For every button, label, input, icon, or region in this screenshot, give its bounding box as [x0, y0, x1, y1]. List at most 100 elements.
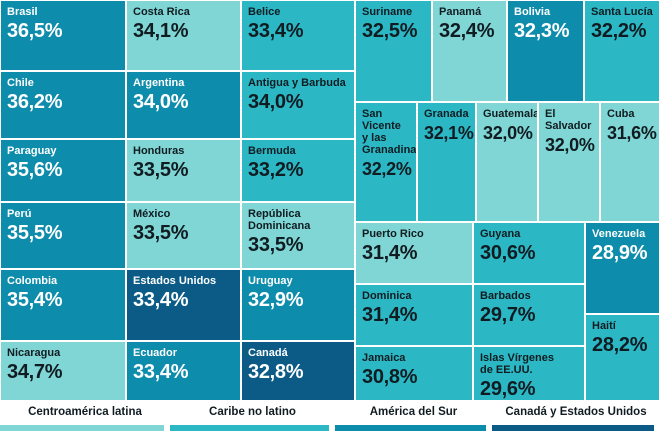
cell-value: 32,5%	[362, 20, 418, 42]
cell-value: 32,0%	[483, 123, 533, 143]
cell-bermuda: Bermuda 33,2%	[241, 139, 355, 202]
cell-value: 33,4%	[133, 289, 189, 311]
cell-label: Belice	[248, 6, 281, 18]
cell-san-vicente-y-las-granadinas: San Vicente y las Granadinas 32,2%	[355, 102, 417, 222]
cell-label: El Salvador	[545, 108, 592, 132]
cell-label: Suriname	[362, 6, 413, 18]
legend-swatch	[0, 425, 164, 431]
cell-value: 36,2%	[7, 91, 63, 113]
cell-granada: Granada 32,1%	[417, 102, 476, 222]
cell-label: Jamaica	[362, 352, 406, 364]
cell-label: Nicaragua	[7, 347, 61, 359]
cell-label: Puerto Rico	[362, 228, 424, 240]
cell-peru: Perú 35,5%	[0, 202, 126, 269]
cell-cuba: Cuba 31,6%	[600, 102, 660, 222]
cell-label: Chile	[7, 77, 34, 89]
cell-value: 28,9%	[592, 242, 648, 264]
cell-value: 34,1%	[133, 20, 189, 42]
legend-item-canada-y-estados-unidos: Canadá y Estados Unidos	[492, 401, 660, 431]
cell-santa-lucia: Santa Lucía 32,2%	[584, 0, 660, 102]
legend: Centroamérica latina Caribe no latino Amér…	[0, 401, 660, 431]
cell-label: Guyana	[480, 228, 521, 240]
cell-value: 34,0%	[133, 91, 189, 113]
cell-value: 29,7%	[480, 304, 536, 326]
cell-value: 28,2%	[592, 334, 648, 356]
cell-label: Honduras	[133, 145, 185, 157]
cell-value: 33,4%	[133, 361, 189, 383]
legend-label: Centroamérica latina	[28, 406, 142, 418]
cell-paraguay: Paraguay 35,6%	[0, 139, 126, 202]
cell-label: Brasil	[7, 6, 38, 18]
cell-value: 31,4%	[362, 242, 418, 264]
legend-item-centroamerica-latina: Centroamérica latina	[0, 401, 170, 431]
cell-label: Islas Vírgenes de EE.UU.	[480, 352, 554, 376]
cell-canada: Canadá 32,8%	[241, 341, 355, 401]
cell-label: Venezuela	[592, 228, 646, 240]
cell-value: 32,0%	[545, 135, 595, 155]
cell-estados-unidos: Estados Unidos 33,4%	[126, 269, 241, 341]
cell-argentina: Argentina 34,0%	[126, 71, 241, 139]
cell-value: 31,4%	[362, 304, 418, 326]
cell-nicaragua: Nicaragua 34,7%	[0, 341, 126, 401]
cell-bolivia: Bolivia 32,3%	[507, 0, 584, 102]
cell-value: 32,2%	[591, 20, 647, 42]
cell-value: 32,4%	[439, 20, 495, 42]
cell-value: 31,6%	[607, 123, 657, 143]
legend-swatch	[335, 425, 486, 431]
cell-label: Guatemala	[483, 108, 538, 120]
cell-republica-dominicana: República Dominicana 33,5%	[241, 202, 355, 269]
cell-label: Barbados	[480, 290, 531, 302]
cell-value: 30,6%	[480, 242, 536, 264]
legend-swatch	[492, 425, 654, 431]
cell-value: 35,4%	[7, 289, 63, 311]
cell-jamaica: Jamaica 30,8%	[355, 346, 473, 401]
cell-guyana: Guyana 30,6%	[473, 222, 585, 284]
cell-el-salvador: El Salvador 32,0%	[538, 102, 600, 222]
cell-panama: Panamá 32,4%	[432, 0, 507, 102]
cell-label: Haití	[592, 320, 616, 332]
cell-barbados: Barbados 29,7%	[473, 284, 585, 346]
cell-chile: Chile 36,2%	[0, 71, 126, 139]
legend-label: Canadá y Estados Unidos	[505, 406, 647, 418]
legend-swatch	[170, 425, 329, 431]
cell-label: Argentina	[133, 77, 185, 89]
cell-puerto-rico: Puerto Rico 31,4%	[355, 222, 473, 284]
cell-value: 33,5%	[133, 159, 189, 181]
cell-honduras: Honduras 33,5%	[126, 139, 241, 202]
cell-ecuador: Ecuador 33,4%	[126, 341, 241, 401]
cell-haiti: Haití 28,2%	[585, 314, 660, 401]
cell-value: 33,5%	[133, 222, 189, 244]
legend-item-america-del-sur: América del Sur	[335, 401, 492, 431]
cell-label: Costa Rica	[133, 6, 190, 18]
cell-mexico: México 33,5%	[126, 202, 241, 269]
cell-label: Ecuador	[133, 347, 178, 359]
cell-uruguay: Uruguay 32,9%	[241, 269, 355, 341]
cell-label: Antigua y Barbuda	[248, 77, 346, 89]
cell-venezuela: Venezuela 28,9%	[585, 222, 660, 314]
cell-label: Dominica	[362, 290, 412, 302]
cell-value: 33,2%	[248, 159, 304, 181]
cell-value: 32,8%	[248, 361, 304, 383]
cell-antigua-y-barbuda: Antigua y Barbuda 34,0%	[241, 71, 355, 139]
cell-label: República Dominicana	[248, 208, 311, 232]
legend-item-caribe-no-latino: Caribe no latino	[170, 401, 335, 431]
cell-dominica: Dominica 31,4%	[355, 284, 473, 346]
cell-label: Granada	[424, 108, 469, 120]
cell-value: 33,5%	[248, 234, 304, 256]
cell-value: 29,6%	[480, 378, 536, 400]
cell-islas-virgenes-de-ee-uu: Islas Vírgenes de EE.UU. 29,6%	[473, 346, 585, 401]
legend-label: América del Sur	[369, 406, 458, 418]
cell-costa-rica: Costa Rica 34,1%	[126, 0, 241, 71]
cell-label: Estados Unidos	[133, 275, 217, 287]
cell-label: Perú	[7, 208, 32, 220]
cell-label: Colombia	[7, 275, 58, 287]
cell-value: 32,3%	[514, 20, 570, 42]
cell-label: Cuba	[607, 108, 635, 120]
cell-value: 35,6%	[7, 159, 63, 181]
cell-value: 34,0%	[248, 91, 304, 113]
cell-label: Panamá	[439, 6, 482, 18]
cell-label: San Vicente y las Granadinas	[362, 108, 417, 156]
cell-brasil: Brasil 36,5%	[0, 0, 126, 71]
cell-label: Paraguay	[7, 145, 57, 157]
